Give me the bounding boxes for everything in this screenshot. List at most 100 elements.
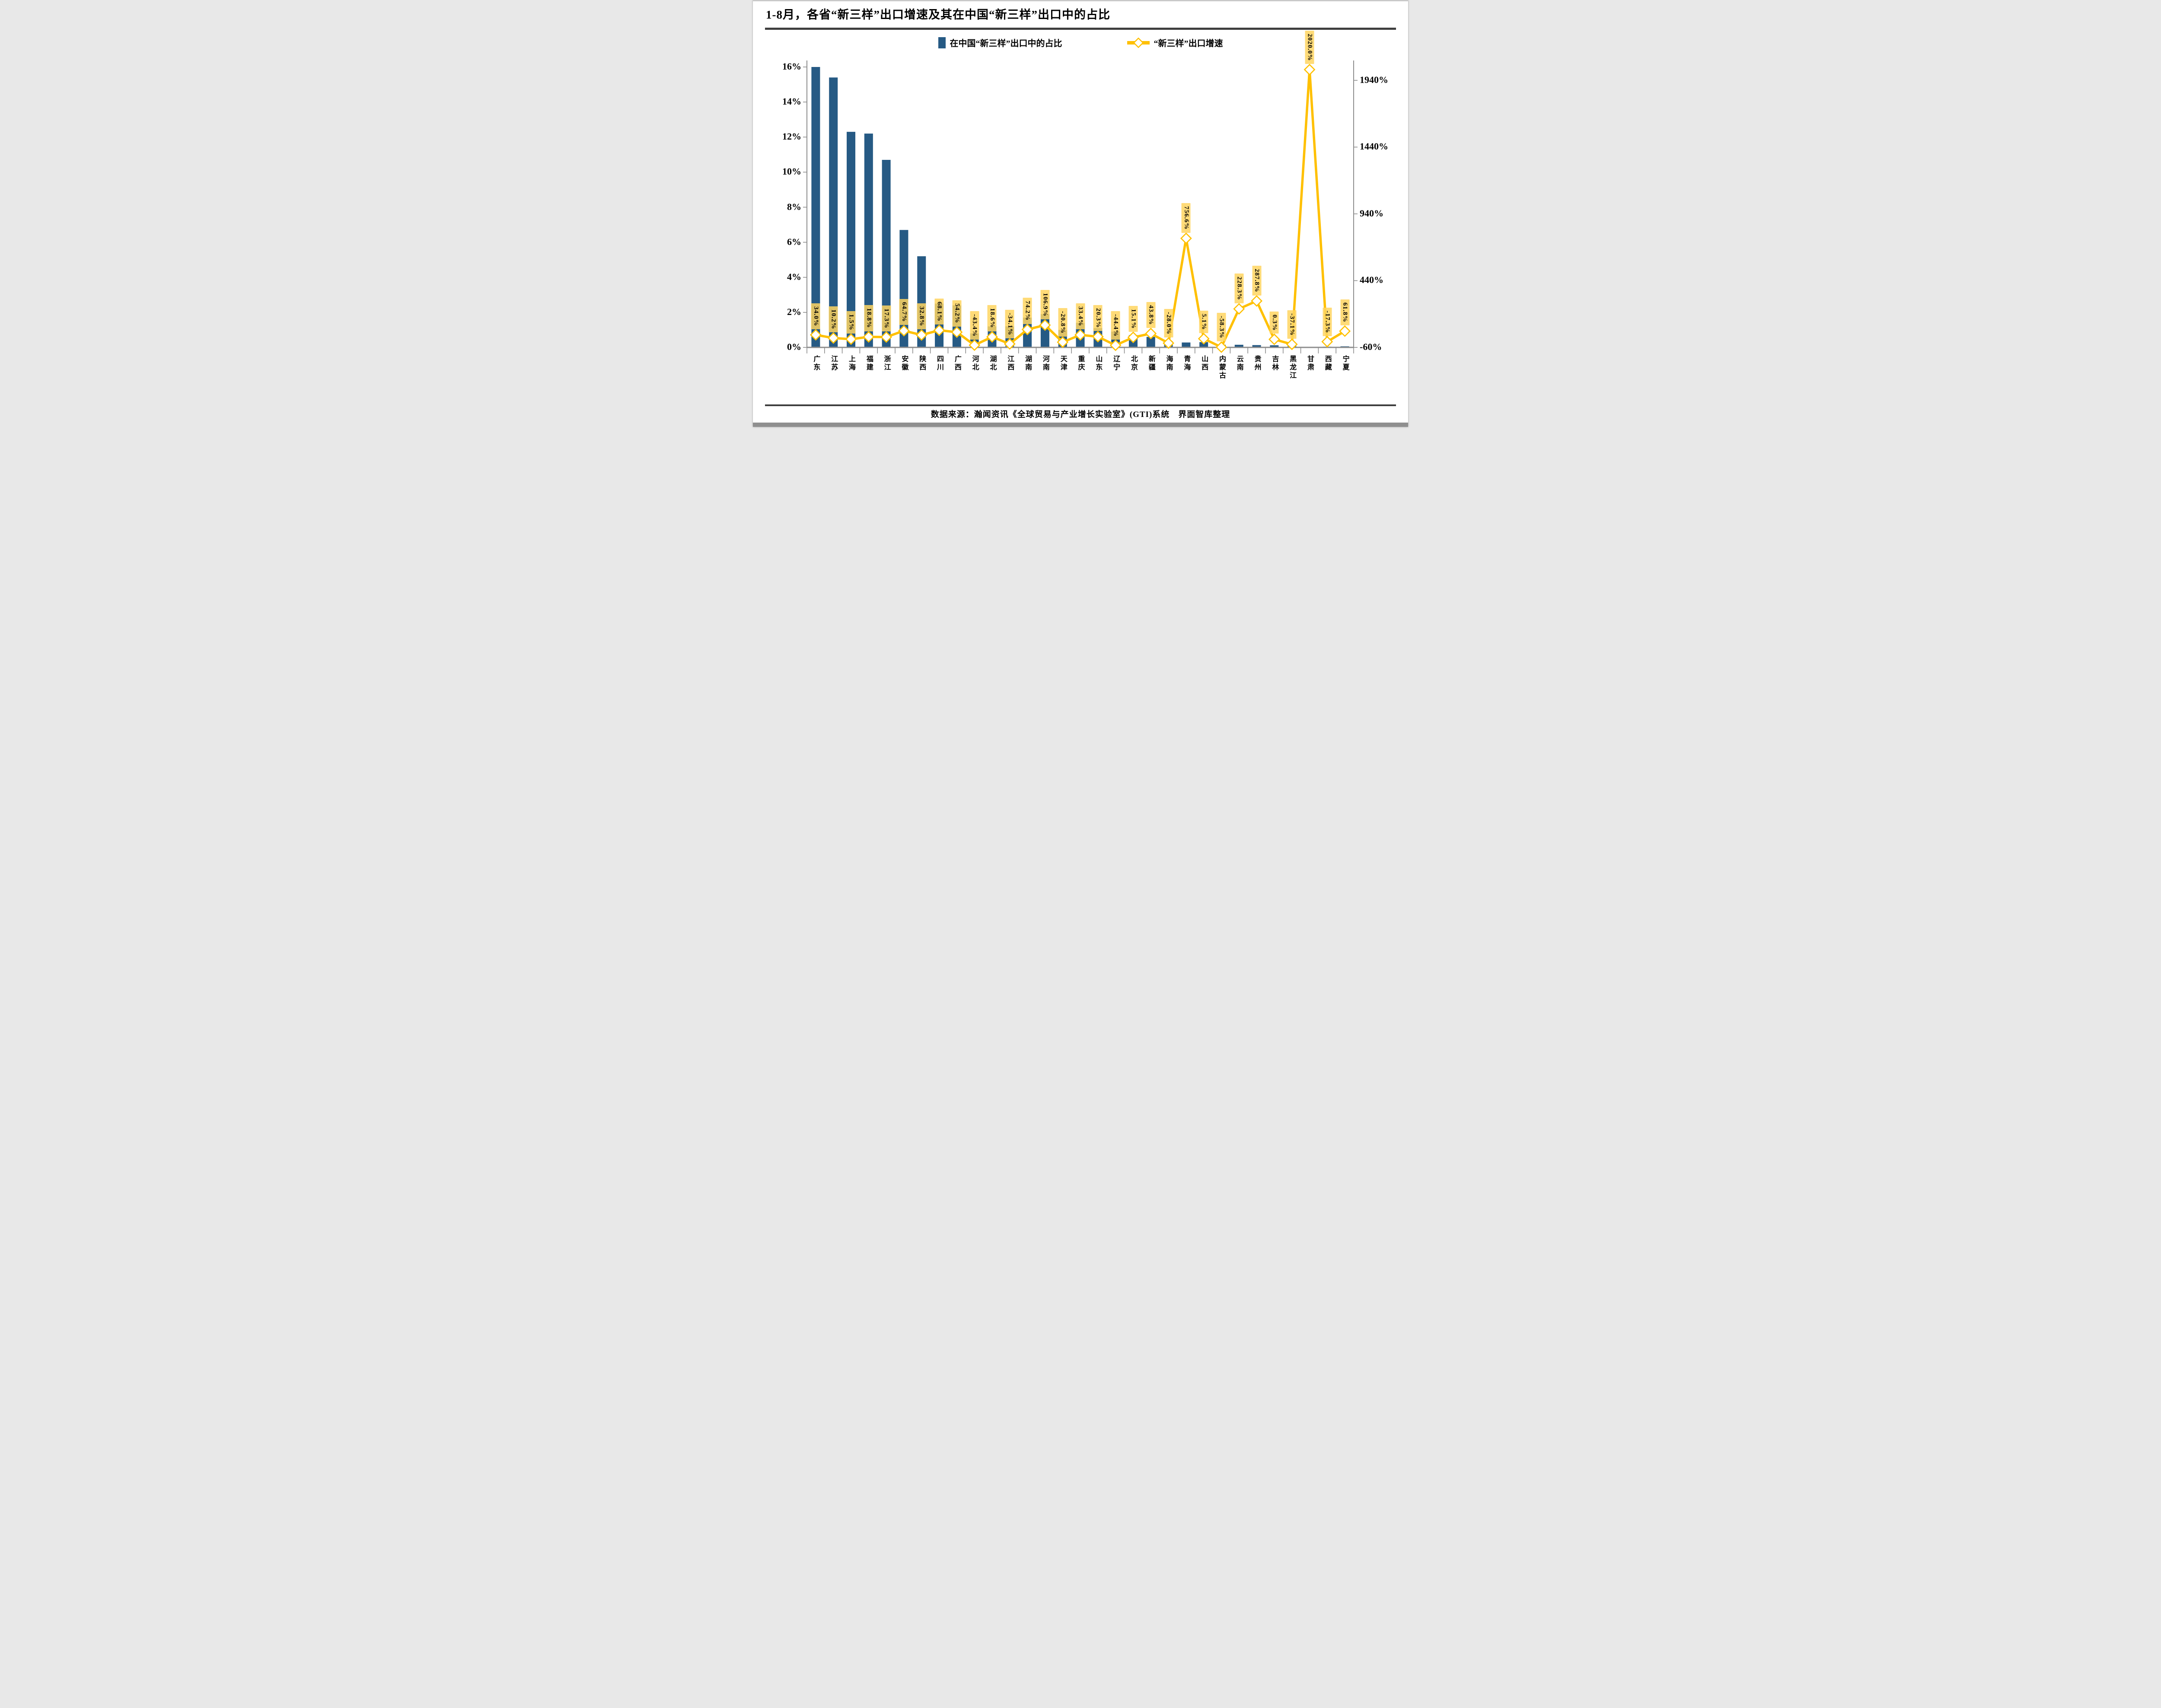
data-label-陕西: 32.8% <box>917 303 926 330</box>
x-axis-label-云南: 云南 <box>1235 355 1243 372</box>
x-axis-label-宁夏: 宁夏 <box>1341 355 1349 372</box>
data-label-河北: -43.4% <box>970 311 979 340</box>
data-label-重庆: 33.4% <box>1076 303 1085 330</box>
left-axis-tick-label: 4% <box>787 271 801 282</box>
x-axis-label-天津: 天津 <box>1059 355 1067 372</box>
x-axis-label-上海: 上海 <box>848 355 855 372</box>
data-label-青海: 756.6% <box>1181 203 1191 233</box>
left-axis-tick-label: 16% <box>782 61 801 72</box>
x-axis-label-海南: 海南 <box>1165 355 1173 372</box>
x-axis-label-黑龙江: 黑龙江 <box>1288 355 1296 380</box>
window-top-edge <box>753 0 1408 1</box>
data-label-宁夏: 61.8% <box>1340 299 1350 326</box>
data-label-山西: 5.1% <box>1199 311 1208 333</box>
diamond-marker-宁夏 <box>1339 325 1351 337</box>
bar-云南 <box>1234 344 1243 347</box>
x-axis-label-贵州: 贵州 <box>1253 355 1261 372</box>
data-label-云南: 228.3% <box>1234 274 1244 303</box>
left-axis-tick-label: 14% <box>782 96 801 107</box>
diamond-marker-黑龙江 <box>1286 338 1298 350</box>
legend-share-label: 在中国“新三样”出口中的占比 <box>950 39 1062 48</box>
x-axis-label-重庆: 重庆 <box>1077 355 1084 372</box>
left-axis-tick-label: 2% <box>787 306 801 317</box>
diamond-marker-湖南 <box>1021 324 1033 335</box>
legend-item-share: 在中国“新三样”出口中的占比 <box>938 36 1062 49</box>
x-axis-label-辽宁: 辽宁 <box>1112 355 1120 372</box>
window-bottom-edge <box>753 423 1408 427</box>
diamond-marker-甘肃 <box>1304 64 1316 76</box>
x-axis-label-山东: 山东 <box>1094 355 1102 372</box>
diamond-marker-湖北 <box>986 331 998 343</box>
bar-吉林 <box>1270 345 1279 347</box>
diamond-marker-吉林 <box>1268 333 1280 345</box>
diamond-marker-云南 <box>1233 303 1245 315</box>
data-label-河南: 106.9% <box>1040 289 1050 320</box>
data-label-天津: -20.8% <box>1058 308 1068 337</box>
data-label-江西: -34.1% <box>1005 309 1014 338</box>
chart-page: 1-8月，各省“新三样”出口增速及其在中国“新三样”出口中的占比 在中国“新三样… <box>753 0 1408 427</box>
diamond-marker-广西 <box>951 326 963 338</box>
x-axis-label-西藏: 西藏 <box>1323 355 1331 372</box>
x-axis-label-广西: 广西 <box>953 355 961 372</box>
diamond-marker-陕西 <box>915 329 928 341</box>
chart-title: 1-8月，各省“新三样”出口增速及其在中国“新三样”出口中的占比 <box>766 8 1110 21</box>
x-axis-label-广东: 广东 <box>812 355 820 372</box>
diamond-marker-广东 <box>810 329 822 341</box>
x-axis-label-青海: 青海 <box>1182 355 1190 372</box>
bar-新疆 <box>1146 337 1155 347</box>
diamond-marker-福建 <box>863 331 875 343</box>
x-axis-label-河北: 河北 <box>971 355 979 372</box>
diamond-marker-山西 <box>1198 333 1210 345</box>
data-label-江苏: 10.2% <box>829 306 838 333</box>
data-label-上海: 1.5% <box>846 311 856 334</box>
x-axis-label-甘肃: 甘肃 <box>1306 355 1313 372</box>
diamond-marker-上海 <box>845 333 857 345</box>
bar-福建 <box>864 134 873 347</box>
data-label-北京: 15.1% <box>1128 305 1138 332</box>
data-label-湖北: 18.6% <box>987 305 997 331</box>
bar-广东 <box>811 67 820 347</box>
chart-legend: 在中国“新三样”出口中的占比 “新三样”出口增速 <box>753 36 1408 49</box>
x-axis-label-北京: 北京 <box>1129 355 1137 372</box>
x-axis-label-湖北: 湖北 <box>988 355 996 372</box>
diamond-marker-山东 <box>1092 331 1104 343</box>
diamond-marker-辽宁 <box>1109 339 1122 351</box>
diamond-marker-河南 <box>1039 319 1051 331</box>
data-label-四川: 68.1% <box>934 299 944 325</box>
diamond-marker-内蒙古 <box>1215 341 1227 353</box>
left-axis-tick-label: 12% <box>782 131 801 142</box>
data-label-黑龙江: -37.1% <box>1287 310 1297 339</box>
data-label-新疆: 43.8% <box>1146 302 1156 328</box>
data-label-山东: 20.3% <box>1093 305 1103 331</box>
chart-canvas <box>803 60 1358 353</box>
diamond-marker-江西 <box>1004 338 1016 350</box>
x-axis-label-浙江: 浙江 <box>883 355 890 372</box>
data-label-浙江: 17.3% <box>882 305 891 332</box>
x-axis-label-江西: 江西 <box>1006 355 1014 372</box>
bar-浙江 <box>882 159 891 347</box>
legend-item-growth: “新三样”出口增速 <box>1127 36 1223 49</box>
left-axis-tick-label: 8% <box>787 201 801 212</box>
diamond-marker-四川 <box>933 324 945 336</box>
data-label-吉林: 0.3% <box>1269 311 1279 334</box>
diamond-marker-青海 <box>1180 232 1192 245</box>
source-note: 数据来源：瀚闻资讯《全球贸易与产业增长实验室》(GTI)系统 界面智库整理 <box>931 410 1230 419</box>
diamond-marker-西藏 <box>1321 336 1333 348</box>
diamond-marker-安徽 <box>898 325 910 337</box>
left-axis-tick-label: 6% <box>787 236 801 247</box>
data-label-海南: -28.0% <box>1164 309 1173 338</box>
right-axis-tick-label: 940% <box>1360 207 1383 219</box>
bar-swatch-icon <box>938 37 946 48</box>
left-axis-tick-label: 10% <box>782 166 801 177</box>
diamond-marker-新疆 <box>1145 328 1157 340</box>
bar-山西 <box>1199 342 1208 347</box>
diamond-marker-北京 <box>1127 331 1139 344</box>
x-axis-label-新疆: 新疆 <box>1147 355 1155 372</box>
right-axis-tick-label: 440% <box>1360 274 1383 286</box>
x-axis-label-河南: 河南 <box>1041 355 1049 372</box>
footer-divider <box>765 404 1396 406</box>
x-axis-label-四川: 四川 <box>936 355 943 372</box>
x-axis-label-吉林: 吉林 <box>1271 355 1278 372</box>
x-axis-label-内蒙古: 内蒙古 <box>1218 355 1225 380</box>
data-label-湖南: 74.2% <box>1023 298 1032 324</box>
